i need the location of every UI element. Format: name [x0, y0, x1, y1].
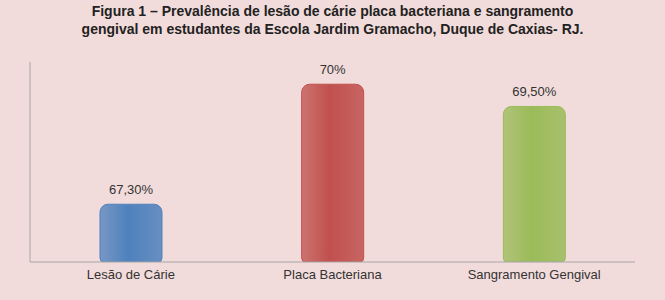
svg-text:Placa Bacteriana: Placa Bacteriana	[283, 267, 382, 282]
svg-text:69,50%: 69,50%	[512, 84, 557, 99]
svg-text:Lesão de Cárie: Lesão de Cárie	[87, 267, 175, 282]
svg-text:67,30%: 67,30%	[109, 182, 154, 197]
svg-text:70%: 70%	[320, 62, 346, 77]
svg-text:Sangramento Gengival: Sangramento Gengival	[468, 267, 601, 282]
html-text:Figura 1 – Prevalência de lesã: Figura 1 – Prevalência de lesão de cárie…	[81, 3, 584, 37]
